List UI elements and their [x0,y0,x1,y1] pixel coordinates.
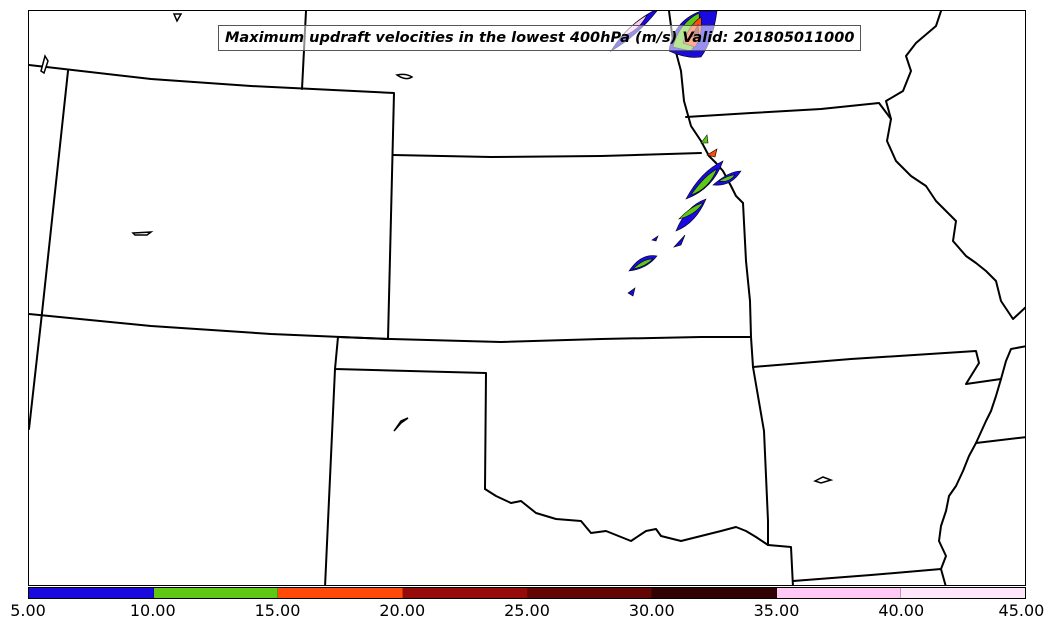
lake [393,417,409,432]
map-canvas [29,11,1025,585]
map-title: Maximum updraft velocities in the lowest… [218,25,862,51]
colorbar-tick-label: 30.00 [628,601,675,620]
updraft-cell [651,235,659,242]
colorbar-segment [776,588,902,598]
state-border [337,336,752,343]
colorbar-tick-label: 45.00 [998,601,1045,620]
state-border [29,64,395,340]
colorbar-tick-label: 40.00 [878,601,925,620]
state-border [41,70,69,314]
colorbar-segment [29,588,154,598]
colorbar-tick-label: 20.00 [379,601,426,620]
colorbar-tick-label: 10.00 [129,601,176,620]
state-border [742,202,752,338]
updraft-cell [706,148,718,158]
state-border [750,336,794,585]
colorbar [28,587,1026,599]
lake [172,13,183,23]
state-border [975,436,1025,444]
lake [40,54,49,75]
colorbar-segment [652,588,777,598]
lake [395,73,414,80]
colorbar-segment [527,588,653,598]
updraft-cell [700,134,709,144]
map-panel: Maximum updraft velocities in the lowest… [28,10,1026,586]
state-border [392,152,702,158]
colorbar-tick-label: 5.00 [10,601,46,620]
state-border [752,350,1002,385]
colorbar-segment [153,588,279,598]
river-missouri [668,11,744,204]
colorbar-tick-label: 25.00 [504,601,550,620]
lake [131,231,154,236]
colorbar-ticks: 5.00 10.00 15.00 20.00 25.00 30.00 35.00 40.00 4… [10,601,1044,625]
state-border [324,368,336,585]
state-border [685,102,892,120]
colorbar-tick-label: 35.00 [753,601,800,620]
updraft-cell [627,287,636,297]
river-mississippi [885,11,1025,585]
updraft-cell [678,202,704,220]
lake [813,476,834,484]
colorbar-segment [402,588,528,598]
state-border [334,336,487,490]
state-border [484,488,769,546]
state-border [792,568,942,582]
state-border [29,312,43,430]
colorbar-tick-label: 15.00 [254,601,301,620]
colorbar-segment [278,588,403,598]
updraft-cell [673,234,686,248]
updraft-cell [632,258,654,270]
updraft-cell [718,174,736,182]
state-border [29,313,389,340]
colorbar-segment [901,588,1025,598]
updraft-cell [690,168,718,196]
